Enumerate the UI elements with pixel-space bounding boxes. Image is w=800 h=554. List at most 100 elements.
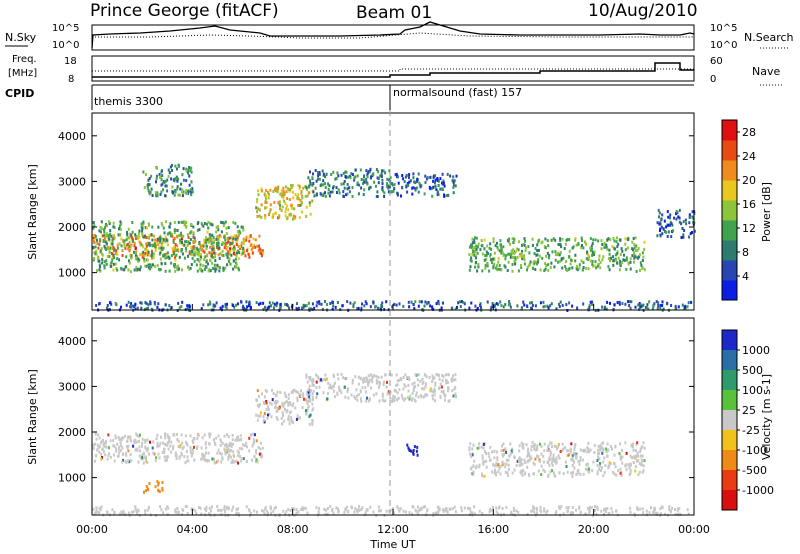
range-gate-cell [393,187,396,191]
range-gate-cell [511,269,514,273]
range-gate-cell [262,418,265,422]
range-gate-cell [559,251,562,254]
range-gate-cell [536,444,539,448]
range-gate-cell [469,265,472,269]
range-gate-cell [585,266,588,270]
range-gate-cell [306,406,309,410]
range-gate-cell [373,374,376,377]
range-gate-cell [345,505,348,509]
range-gate-cell [524,239,527,243]
range-gate-cell [546,304,549,308]
range-gate-cell [616,261,619,265]
range-gate-cell [154,238,157,242]
range-gate-cell [105,306,108,310]
range-gate-cell [591,250,594,254]
range-gate-cell [226,263,229,267]
range-gate-cell [130,244,133,248]
range-gate-cell [229,249,232,253]
range-gate-cell [235,262,238,266]
range-gate-cell [120,444,123,447]
range-gate-cell [229,262,232,266]
range-gate-cell [484,266,487,270]
range-gate-cell [353,301,356,305]
range-gate-cell [670,304,673,307]
range-gate-cell [314,169,317,172]
range-gate-cell [125,255,128,259]
range-gate-cell [542,300,545,304]
range-gate-cell [236,302,239,306]
range-gate-cell [681,227,684,230]
range-gate-cell [159,234,162,238]
range-gate-cell [274,401,277,405]
range-gate-cell [163,231,166,235]
range-gate-cell [96,256,99,260]
range-gate-cell [411,398,413,402]
range-gate-cell [276,406,279,410]
range-gate-cell [256,399,258,403]
velocity-scatter [92,372,690,518]
range-gate-cell [190,193,193,197]
range-gate-cell [167,447,170,451]
range-gate-cell [220,439,223,443]
range-gate-cell [211,457,214,461]
range-gate-cell [376,195,379,198]
scatter-band [406,443,419,457]
range-gate-cell [99,238,102,242]
range-gate-cell [234,237,237,241]
range-gate-cell [638,255,641,259]
range-gate-cell [271,301,274,305]
range-gate-cell [148,233,151,237]
range-gate-cell [629,462,632,466]
range-gate-cell [410,449,413,453]
range-gate-cell [120,237,123,241]
range-gate-cell [619,471,622,475]
range-gate-cell [159,175,161,179]
range-gate-cell [274,406,276,409]
range-gate-cell [411,382,414,386]
range-gate-cell [486,264,489,268]
range-gate-cell [282,196,285,200]
range-gate-cell [370,386,372,390]
range-gate-cell [311,402,314,406]
range-gate-cell [306,187,308,191]
range-gate-cell [393,302,396,306]
range-gate-cell [497,267,500,271]
range-gate-cell [522,443,525,446]
range-gate-cell [222,224,225,228]
range-gate-cell [307,404,310,408]
range-gate-cell [531,243,534,247]
range-gate-cell [125,444,128,448]
range-gate-cell [169,444,172,448]
range-gate-cell [126,447,129,451]
range-gate-cell [169,165,172,169]
range-gate-cell [332,511,335,515]
range-gate-cell [369,373,372,377]
range-gate-cell [227,449,230,453]
range-gate-cell [154,302,157,306]
range-gate-cell [119,441,122,445]
range-gate-cell [616,250,619,254]
range-gate-cell [483,258,486,262]
range-gate-cell [162,511,165,515]
range-gate-cell [489,242,492,246]
range-gate-cell [264,200,267,204]
range-gate-cell [633,512,636,516]
range-gate-cell [98,302,100,306]
range-gate-cell [404,397,407,401]
range-gate-cell [609,444,612,448]
range-gate-cell [625,258,628,262]
range-gate-cell [509,442,512,446]
range-gate-cell [150,249,153,253]
range-gate-cell [350,505,353,509]
range-gate-cell [360,377,363,381]
range-gate-cell [248,300,251,304]
range-gate-cell [231,508,233,512]
range-gate-cell [488,246,491,250]
range-gate-cell [201,269,204,273]
range-gate-cell [606,507,609,511]
range-gate-cell [468,268,471,272]
range-gate-cell [394,173,397,177]
range-gate-cell [600,469,602,473]
range-gate-cell [369,505,372,509]
